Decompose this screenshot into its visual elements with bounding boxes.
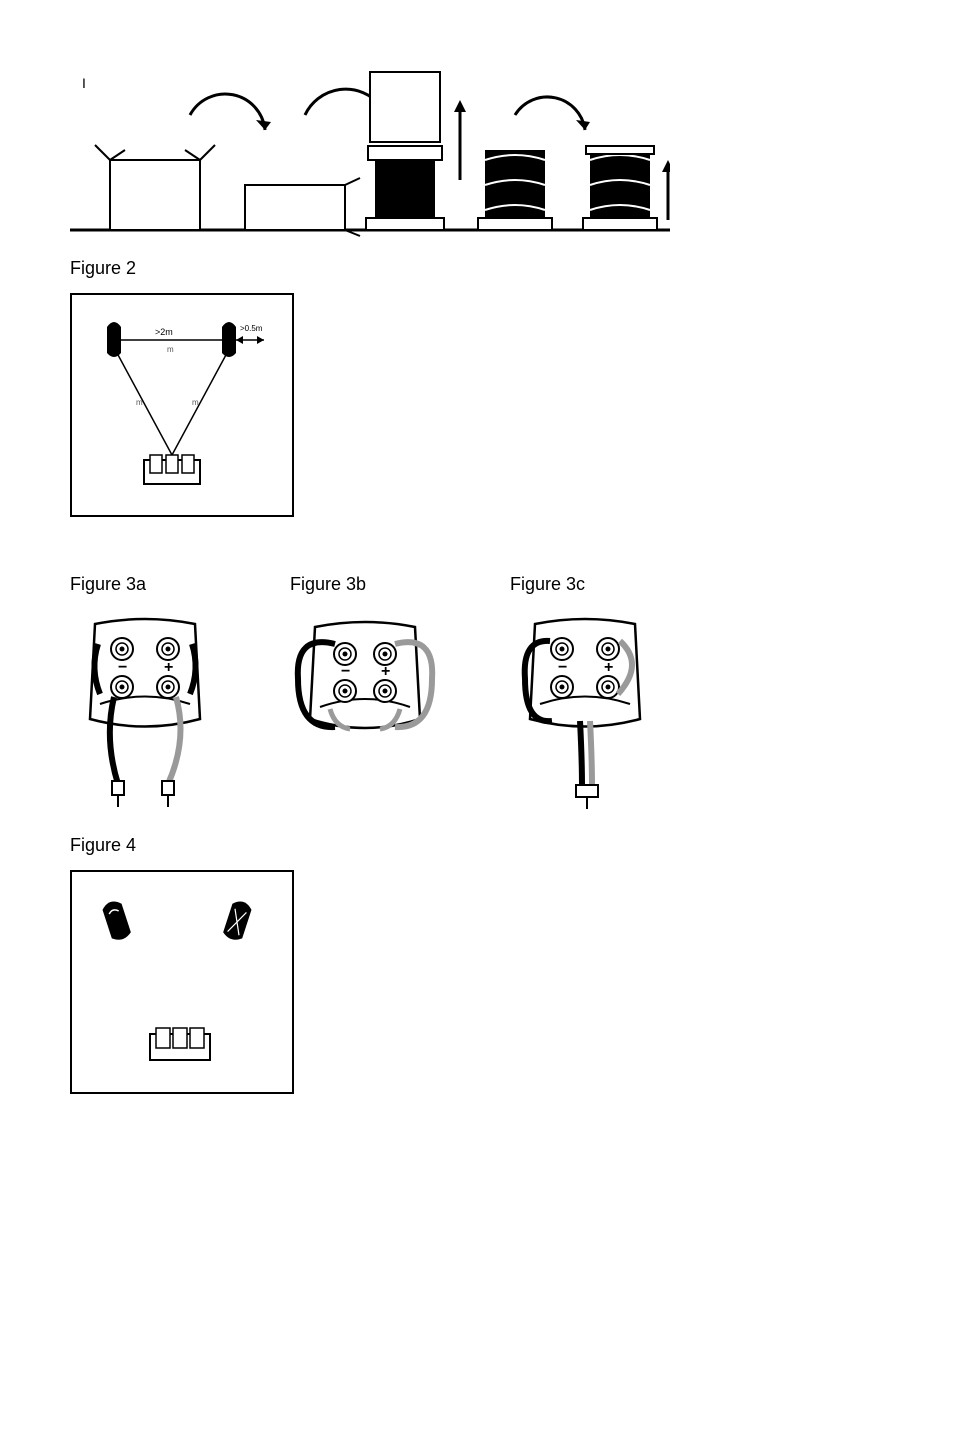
svg-text:+: +	[164, 659, 173, 676]
speaker-right-angled-icon	[222, 899, 253, 942]
figure-3c-caption: Figure 3c	[510, 574, 670, 595]
top-distance-label: >2m	[155, 327, 173, 337]
figure-3b-caption: Figure 3b	[290, 574, 450, 595]
speaker-left-icon	[107, 322, 121, 357]
placement-diagram: >2m m >0.5m m m	[72, 295, 292, 515]
unit-label-3: m	[192, 398, 199, 407]
side-distance-label: >0.5m	[240, 324, 263, 333]
figure-3a-caption: Figure 3a	[70, 574, 230, 595]
figure-3b: − +	[280, 609, 450, 769]
figure-2: >2m m >0.5m m m	[70, 293, 294, 517]
svg-text:−: −	[118, 659, 127, 676]
wiring-3c: − +	[510, 609, 660, 809]
unit-label-1: m	[167, 345, 174, 354]
wiring-3a: − +	[70, 609, 220, 809]
svg-text:I: I	[82, 75, 86, 91]
figure-3c: − +	[510, 609, 660, 809]
unit-label-2: m	[136, 398, 143, 407]
unpacking-diagram: I	[70, 50, 670, 240]
sofa-icon	[150, 1028, 210, 1060]
wiring-3b: − +	[280, 609, 450, 769]
stereo-layout-diagram	[72, 872, 292, 1092]
sofa-icon	[144, 455, 200, 484]
figure-1: I	[70, 50, 884, 240]
speaker-left-angled-icon	[101, 899, 132, 942]
figure-2-caption: Figure 2	[70, 258, 884, 279]
svg-text:−: −	[341, 663, 350, 680]
svg-text:+: +	[604, 659, 613, 676]
figure-4	[70, 870, 294, 1094]
figure-3a: − +	[70, 609, 220, 809]
svg-text:+: +	[381, 663, 390, 680]
figure-4-caption: Figure 4	[70, 835, 884, 856]
svg-text:−: −	[558, 659, 567, 676]
speaker-right-icon	[222, 322, 236, 357]
